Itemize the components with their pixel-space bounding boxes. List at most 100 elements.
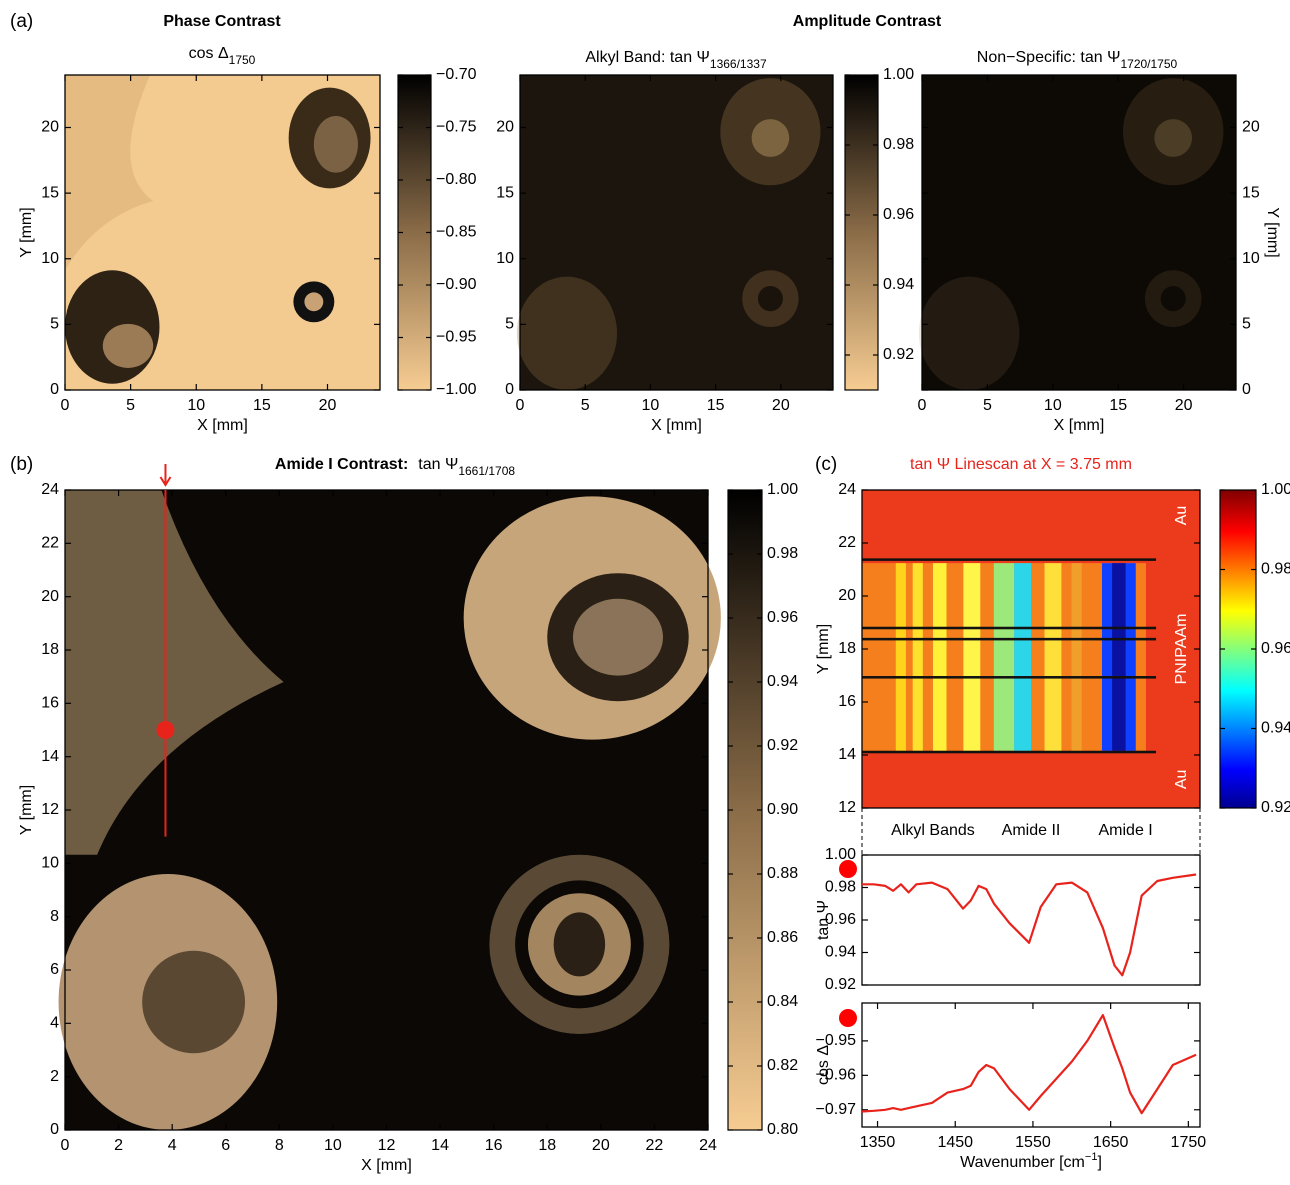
y-axis-label: Y [mm]	[1264, 207, 1281, 257]
x-tick-label: 15	[707, 397, 725, 414]
annotation: PNIPAAm	[1173, 614, 1190, 685]
image-region	[862, 637, 1157, 641]
colorbar-tick-label: 0.96	[883, 206, 914, 223]
spectrum-line	[862, 873, 1197, 977]
y-tick-label: 20	[1242, 119, 1260, 136]
x-label-text: X [mm]	[361, 1157, 412, 1174]
x-tick-label: 1450	[937, 1134, 973, 1151]
colorbar-tick-label: 0.92	[767, 737, 798, 754]
y-tick-label: 10	[1242, 250, 1260, 267]
annotation: Au	[1173, 770, 1190, 790]
panel-label: (b)	[10, 454, 33, 475]
y-tick-label: 16	[838, 693, 856, 710]
y-tick-label: 6	[50, 961, 59, 978]
y-tick-label: 8	[50, 908, 59, 925]
image	[65, 75, 380, 390]
y-tick-label: 20	[41, 119, 59, 136]
y-tick-label: 0	[50, 1121, 59, 1138]
y-tick-label: 24	[41, 481, 59, 498]
panel-label: (c)	[815, 454, 837, 475]
colorbar	[727, 489, 763, 1131]
point-marker	[839, 860, 857, 878]
y-tick-label: 22	[41, 535, 59, 552]
colorbar	[1219, 489, 1257, 809]
y-tick-label: 14	[41, 748, 59, 765]
colorbar-tick-label: 1.00	[767, 481, 798, 498]
title-text: Non−Specific: tan Ψ	[977, 49, 1121, 66]
y-tick-label: 16	[41, 695, 59, 712]
image-region	[862, 558, 1157, 561]
image-region	[65, 490, 284, 855]
band-label: Amide I	[1099, 822, 1153, 839]
image-region	[922, 75, 1236, 390]
x-tick-label: 20	[1175, 397, 1193, 414]
y-tick-label: 15	[1242, 184, 1260, 201]
image-region	[862, 750, 1157, 754]
x-label-suffix: ]	[1097, 1154, 1101, 1171]
colorbar-tick-label: 0.86	[767, 929, 798, 946]
y-tick-label: −0.95	[816, 1032, 857, 1049]
x-tick-label: 10	[1044, 397, 1062, 414]
x-tick-label: 20	[592, 1137, 610, 1154]
y-tick-label: 18	[41, 641, 59, 658]
x-tick-label: 8	[275, 1137, 284, 1154]
x-tick-label: 2	[114, 1137, 123, 1154]
colorbar-tick-label: 1.00	[1261, 481, 1290, 498]
colorbar-tick-label: 0.98	[767, 545, 798, 562]
x-tick-label: 0	[918, 397, 927, 414]
colorbar-tick-label: 1.00	[883, 66, 914, 83]
image-region	[757, 286, 783, 312]
image-region	[1154, 119, 1193, 157]
y-tick-label: 24	[838, 481, 856, 498]
y-tick-label: 18	[838, 640, 856, 657]
image-region	[142, 950, 246, 1054]
image-region	[912, 563, 923, 751]
title-bold: Amide I Contrast:	[275, 456, 408, 473]
x-label-superscript: −1	[1085, 1151, 1098, 1163]
x-tick-label: 14	[431, 1137, 449, 1154]
y-tick-label: 0	[50, 381, 59, 398]
x-tick-label: 0	[61, 1137, 70, 1154]
x-tick-label: 15	[253, 397, 271, 414]
colorbar-tick-label: −0.80	[436, 171, 477, 188]
y-tick-label: −0.96	[816, 1067, 857, 1084]
y-tick-label: 14	[838, 746, 856, 763]
linescan-point	[156, 721, 175, 739]
x-tick-label: 10	[642, 397, 660, 414]
x-tick-label: 24	[699, 1137, 717, 1154]
x-tick-label: 20	[772, 397, 790, 414]
y-tick-label: 15	[41, 184, 59, 201]
chart-title: Amide I Contrast: tan Ψ1661/1708	[275, 456, 515, 478]
x-tick-label: 22	[646, 1137, 664, 1154]
y-tick-label: 0.96	[825, 911, 856, 928]
image-region	[520, 75, 833, 390]
plot-frame	[64, 74, 381, 391]
colorbar-tick-label: 0.94	[883, 276, 914, 293]
x-tick-label: 1550	[1015, 1134, 1051, 1151]
y-axis-label: Y [mm]	[18, 207, 35, 257]
colorbar-tick-label: −0.95	[436, 329, 477, 346]
y-tick-label: 1.00	[825, 846, 856, 863]
annotation: Au	[1173, 506, 1190, 526]
image-region	[553, 912, 606, 977]
x-tick-label: 6	[221, 1137, 230, 1154]
colorbar-tick-label: 0.84	[767, 993, 798, 1010]
colorbar	[844, 74, 879, 391]
x-axis-label: X [mm]	[197, 417, 248, 434]
x-tick-label: 1650	[1093, 1134, 1129, 1151]
x-tick-label: 16	[485, 1137, 503, 1154]
title-subscript: 1366/1337	[710, 57, 767, 71]
colorbar-tick-label: 0.94	[1261, 720, 1290, 737]
colorbar-tick-label: −0.75	[436, 119, 477, 136]
panel-label: (a)	[10, 11, 33, 32]
header: Phase Contrast	[163, 13, 281, 30]
colorbar-tick-label: 0.96	[1261, 640, 1290, 657]
x-tick-label: 4	[168, 1137, 177, 1154]
image-region	[1044, 563, 1062, 751]
image-region	[1014, 563, 1031, 751]
y-axis-label: Y [mm]	[18, 785, 35, 835]
y-tick-label: 0.92	[825, 976, 856, 993]
image-region	[304, 292, 324, 312]
